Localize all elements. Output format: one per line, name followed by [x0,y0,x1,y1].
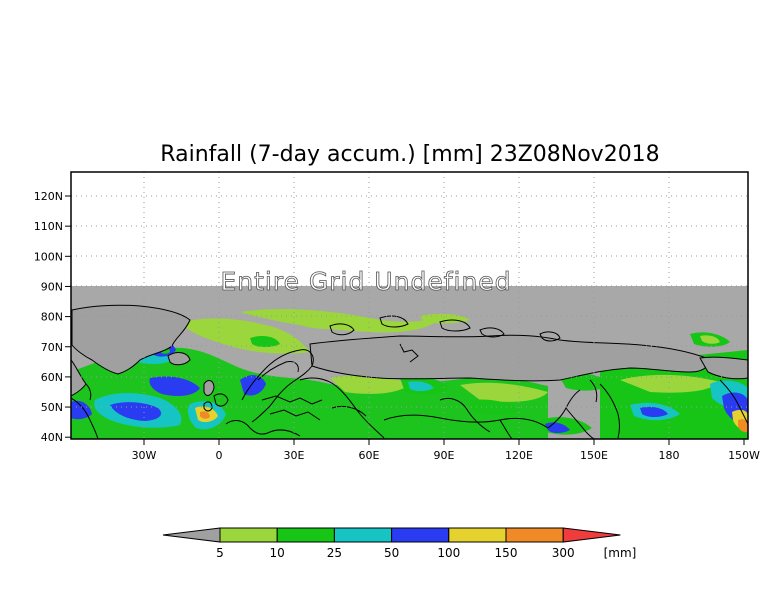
colorbar-under-triangle [162,527,221,543]
coastlines [71,315,748,439]
colorbar-over-triangle [562,527,621,543]
undefined-grid-label: Entire Grid Undefined [220,267,511,296]
colorbar-segment [276,527,335,543]
lat-tick-label: 120N [34,190,63,203]
lon-tick-label: 60E [359,449,380,462]
plot-frame [70,171,749,440]
lat-tick-label: 100N [34,250,63,263]
lat-tick-label: 80N [41,311,63,324]
colorbar-unit-label: [mm] [604,546,637,560]
lat-tick-label: 70N [41,341,63,354]
colorbar-segment [448,527,507,543]
lon-tick-label: 120E [505,449,533,462]
lat-tick-label: 50N [41,401,63,414]
colorbar: 5 10 25 50 100 150 300 [mm] [162,527,637,560]
lon-tick-label: 0 [216,449,223,462]
colorbar-segment [333,527,393,543]
lat-tick-label: 60N [41,371,63,384]
colorbar-segment [219,527,278,543]
lon-tick-label: 150W [728,449,760,462]
colorbar-tick-label: 50 [384,546,399,560]
colorbar-tick-label: 100 [437,546,460,560]
colorbar-tick-label: 10 [270,546,285,560]
colorbar-tick-label: 300 [552,546,575,560]
lon-tick-label: 150E [580,449,608,462]
longitude-axis: 30W 0 30E 60E 90E 120E 150E 180 150W [132,439,760,462]
colorbar-segment [391,527,450,543]
map-title: Rainfall (7-day accum.) [mm] 23Z08Nov201… [160,142,659,167]
lat-tick-label: 110N [34,220,63,233]
lon-tick-label: 180 [659,449,680,462]
colorbar-tick-label: 5 [216,546,224,560]
latitude-axis: 120N 110N 100N 90N 80N 70N 60N 50N 40N [34,190,71,444]
lat-tick-label: 90N [41,280,63,293]
land-no-data [71,304,748,397]
lon-tick-label: 90E [434,449,455,462]
colorbar-tick-label: 150 [495,546,518,560]
lon-tick-label: 30W [132,449,157,462]
lat-tick-label: 40N [41,431,63,444]
colorbar-tick-label: 25 [327,546,342,560]
colorbar-segment [505,527,564,543]
lon-tick-label: 30E [284,449,305,462]
